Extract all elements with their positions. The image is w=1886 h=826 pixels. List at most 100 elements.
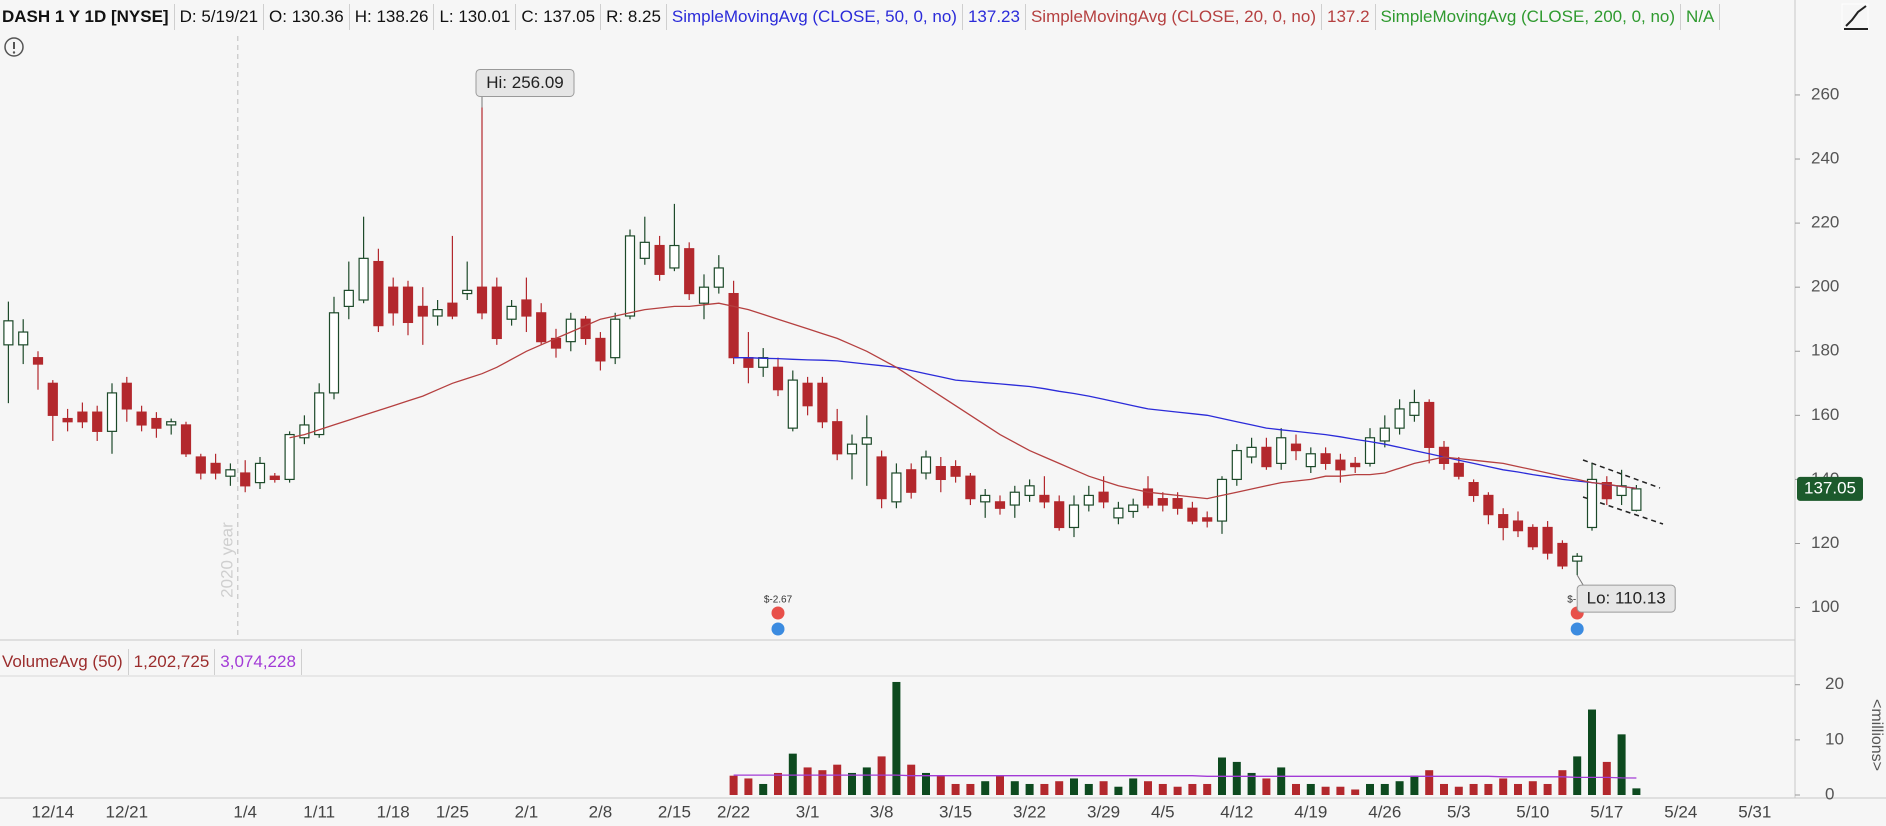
candle-body bbox=[817, 382, 828, 423]
candle-body bbox=[1187, 507, 1198, 522]
candle-body bbox=[432, 309, 443, 317]
volume-bar bbox=[1484, 783, 1493, 795]
candle-body bbox=[1616, 485, 1627, 497]
volume-bar bbox=[1573, 756, 1582, 795]
candle-body bbox=[713, 267, 724, 288]
candle-body bbox=[787, 379, 798, 429]
volume-bar bbox=[1173, 786, 1182, 795]
candle-body bbox=[1601, 482, 1612, 500]
x-tick-label: 4/26 bbox=[1368, 802, 1401, 821]
candle-body bbox=[1438, 446, 1450, 464]
callout-pointer bbox=[1576, 574, 1584, 586]
volume-bar bbox=[1306, 783, 1315, 795]
candle-body bbox=[1098, 491, 1109, 503]
volume-bar bbox=[1203, 783, 1212, 795]
low-label: Lo: 110.13 bbox=[1587, 589, 1666, 608]
candle-body bbox=[402, 286, 414, 324]
x-tick-label: 1/4 bbox=[233, 802, 257, 821]
volume-bar bbox=[1099, 781, 1108, 795]
info-icon[interactable] bbox=[4, 37, 24, 57]
candle-body bbox=[343, 289, 354, 308]
x-tick-label: 5/3 bbox=[1447, 802, 1471, 821]
candle-body bbox=[121, 382, 132, 410]
candle-body bbox=[1009, 491, 1020, 506]
volume-bar bbox=[892, 681, 901, 795]
moving-average-line bbox=[289, 302, 1637, 500]
axis-label: <millions> bbox=[1868, 699, 1885, 771]
candle-body bbox=[920, 456, 932, 474]
volume-bar bbox=[1292, 783, 1300, 795]
candle-body bbox=[1453, 462, 1464, 477]
x-tick-label: 2/15 bbox=[658, 802, 691, 821]
volume-bar bbox=[1336, 786, 1345, 795]
study-value: 1,202,725 bbox=[129, 649, 216, 675]
y-tick-label: 10 bbox=[1825, 729, 1844, 748]
candle-body bbox=[669, 244, 680, 269]
x-tick-label: 2/8 bbox=[589, 802, 613, 821]
volume-bar bbox=[1232, 761, 1241, 795]
candle-body bbox=[876, 456, 887, 500]
study-value: 3,074,228 bbox=[215, 649, 302, 675]
x-tick-label: 5/31 bbox=[1738, 802, 1771, 821]
candle-body bbox=[906, 469, 917, 493]
candle-body bbox=[1261, 446, 1272, 468]
volume-bar bbox=[1025, 783, 1034, 795]
volume-bar bbox=[833, 764, 842, 795]
candle-body bbox=[32, 357, 44, 365]
volume-bar bbox=[1247, 772, 1256, 795]
volume-header: VolumeAvg (50) 1,202,725 3,074,228 bbox=[0, 648, 302, 676]
marks: 2020 year1001201401601802002202402600102… bbox=[3, 36, 1885, 821]
candle-body bbox=[698, 286, 710, 304]
info-icon bbox=[12, 51, 16, 54]
volume-bar bbox=[862, 767, 871, 795]
y-tick-label: 120 bbox=[1811, 533, 1839, 552]
symbol: DASH 1 Y 1D [NYSE] bbox=[0, 4, 175, 30]
year-label: 2020 year bbox=[217, 522, 236, 598]
candle-body bbox=[3, 320, 14, 346]
candle-body bbox=[1631, 488, 1642, 511]
volume-bar bbox=[1454, 786, 1463, 795]
candle-body bbox=[254, 462, 266, 484]
callout-box bbox=[475, 68, 575, 97]
candle-body bbox=[684, 248, 695, 295]
candle-body bbox=[447, 302, 458, 317]
candle-body bbox=[462, 289, 473, 295]
x-tick-label: 5/17 bbox=[1590, 802, 1623, 821]
earnings-label: $- bbox=[1567, 595, 1576, 606]
x-tick-label: 2/1 bbox=[515, 802, 539, 821]
candle-body bbox=[47, 382, 58, 416]
study-name[interactable]: SimpleMovingAvg (CLOSE, 50, 0, no) bbox=[667, 4, 963, 30]
drawing-tool-icon bbox=[1844, 5, 1868, 30]
candle-body bbox=[580, 318, 591, 340]
candle-body bbox=[240, 472, 251, 487]
candle-body bbox=[388, 286, 399, 314]
study-name[interactable]: SimpleMovingAvg (CLOSE, 20, 0, no) bbox=[1026, 4, 1322, 30]
ohlc-item: L: 130.01 bbox=[434, 4, 517, 30]
volume-bar bbox=[1380, 783, 1389, 795]
candle-body bbox=[1498, 514, 1509, 529]
candle-body bbox=[328, 312, 340, 394]
candle-body bbox=[166, 421, 177, 426]
volume-average-line bbox=[733, 774, 1637, 779]
candle-body bbox=[1142, 488, 1154, 506]
candle-body bbox=[417, 305, 428, 317]
y-tick-label: 260 bbox=[1811, 84, 1839, 103]
candle-body bbox=[891, 472, 902, 503]
candle-body bbox=[77, 411, 88, 423]
volume-bar bbox=[774, 772, 782, 795]
candle-body bbox=[935, 465, 946, 481]
study-name[interactable]: VolumeAvg (50) bbox=[0, 649, 129, 675]
volume-bar bbox=[1129, 778, 1138, 795]
candle-body bbox=[610, 318, 621, 359]
volume-bar bbox=[1321, 786, 1330, 795]
candle-body bbox=[536, 312, 547, 343]
x-tick-label: 3/22 bbox=[1013, 802, 1046, 821]
ohlc-item: O: 130.36 bbox=[264, 4, 350, 30]
y-tick-label: 240 bbox=[1811, 149, 1839, 168]
volume-bar bbox=[744, 778, 753, 795]
candle-body bbox=[1394, 408, 1405, 429]
study-name[interactable]: SimpleMovingAvg (CLOSE, 200, 0, no) bbox=[1376, 4, 1682, 30]
x-tick-label: 5/24 bbox=[1664, 802, 1697, 821]
volume-bar bbox=[1543, 783, 1552, 795]
candle-body bbox=[476, 286, 488, 314]
